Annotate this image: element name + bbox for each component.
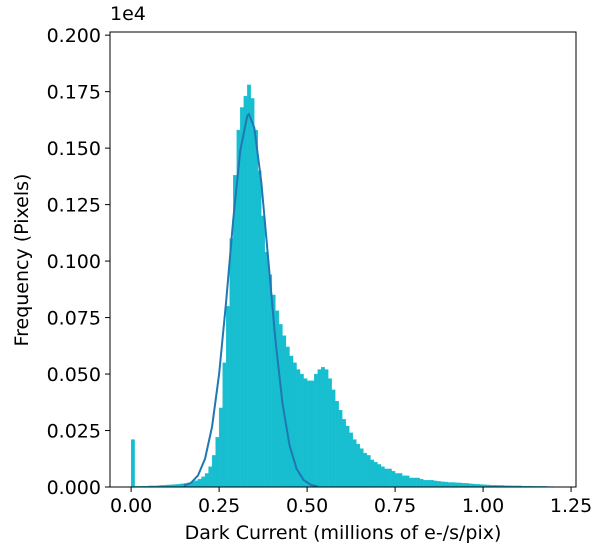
histogram-bar bbox=[356, 443, 361, 488]
histogram-bar bbox=[201, 476, 206, 488]
histogram-bar bbox=[451, 482, 456, 488]
histogram-bar bbox=[197, 478, 202, 488]
histogram-bar bbox=[342, 419, 346, 488]
histogram-bar bbox=[447, 482, 452, 488]
histogram-bar bbox=[398, 473, 403, 488]
histogram-bar bbox=[444, 481, 449, 488]
histogram-bar bbox=[321, 367, 325, 488]
y-tick-label: 0.100 bbox=[47, 251, 101, 273]
histogram-bar bbox=[377, 464, 382, 488]
histogram-bar bbox=[454, 482, 459, 488]
x-tick-label: 0.00 bbox=[110, 495, 152, 517]
histogram-bar bbox=[218, 407, 223, 488]
y-tick-label: 0.050 bbox=[47, 364, 101, 386]
y-offset-label: 1e4 bbox=[110, 3, 146, 25]
y-tick-label: 0.025 bbox=[47, 421, 101, 443]
y-tick-label: 0.000 bbox=[47, 477, 101, 499]
histogram-bar bbox=[387, 468, 392, 488]
histogram-bar bbox=[130, 439, 135, 488]
x-tick-label: 0.75 bbox=[374, 495, 416, 517]
histogram-bar bbox=[306, 380, 311, 488]
histogram-bar bbox=[405, 475, 410, 488]
histogram-bar bbox=[261, 215, 266, 488]
histogram-bar bbox=[331, 389, 336, 488]
histogram-bar bbox=[345, 425, 350, 488]
x-axis-label: Dark Current (millions of e-/s/pix) bbox=[185, 522, 502, 544]
histogram-bar bbox=[204, 473, 209, 488]
histogram-bar bbox=[338, 410, 343, 488]
histogram-bar bbox=[419, 478, 424, 488]
histogram-bar bbox=[370, 459, 375, 488]
histogram-bar bbox=[433, 480, 438, 488]
histogram-bar bbox=[426, 480, 431, 488]
x-tick-label: 1.25 bbox=[550, 495, 592, 517]
histogram-bar bbox=[401, 475, 406, 488]
y-tick-label: 0.150 bbox=[47, 138, 101, 160]
histogram-bar bbox=[208, 466, 213, 488]
histogram-bar bbox=[394, 473, 399, 488]
histogram-bar bbox=[211, 455, 216, 488]
plot-frame bbox=[109, 31, 577, 488]
histogram-bar bbox=[254, 129, 258, 488]
x-tick-label: 0.50 bbox=[286, 495, 328, 517]
histogram-bar bbox=[458, 482, 463, 488]
histogram-bar bbox=[215, 437, 220, 488]
histogram-bar bbox=[430, 480, 434, 488]
y-axis-label: Frequency (Pixels) bbox=[11, 174, 33, 347]
y-tick-label: 0.125 bbox=[47, 195, 101, 217]
histogram-bar bbox=[391, 471, 396, 488]
histogram-bar bbox=[380, 466, 385, 488]
histogram-bar bbox=[461, 483, 466, 488]
histogram-bar bbox=[363, 452, 368, 488]
histogram-bar bbox=[437, 481, 441, 488]
histogram-bar bbox=[328, 378, 332, 488]
histogram-bar bbox=[416, 477, 420, 488]
histogram-bar bbox=[317, 369, 322, 488]
histogram-bar bbox=[225, 306, 230, 488]
histogram-bar bbox=[303, 378, 308, 488]
y-tick-label: 0.200 bbox=[47, 25, 101, 47]
fit-curve bbox=[183, 112, 318, 488]
histogram-bar bbox=[409, 477, 413, 488]
histogram-bar bbox=[352, 439, 357, 488]
histogram-bar bbox=[264, 251, 269, 488]
histogram-bar bbox=[412, 477, 417, 488]
histogram-bar bbox=[324, 369, 329, 488]
histogram-bar bbox=[285, 346, 290, 488]
x-tick-label: 1.00 bbox=[462, 495, 504, 517]
histogram-bar bbox=[240, 107, 244, 488]
histogram-bar bbox=[229, 238, 234, 488]
histogram-bar bbox=[423, 480, 427, 488]
histogram-bar bbox=[243, 96, 248, 488]
x-tick-label: 0.25 bbox=[198, 495, 240, 517]
histogram-bar bbox=[384, 468, 389, 488]
histogram-bar bbox=[440, 481, 445, 488]
histogram-bar bbox=[335, 401, 339, 488]
histogram-bar bbox=[359, 448, 364, 488]
histogram-bar bbox=[289, 355, 294, 488]
histogram-bar bbox=[299, 373, 304, 488]
histogram-bar bbox=[194, 480, 199, 488]
histogram-bar bbox=[465, 483, 470, 488]
histogram-bar bbox=[366, 455, 371, 488]
histogram-bar bbox=[373, 461, 378, 488]
y-tick-label: 0.175 bbox=[47, 82, 101, 104]
histogram-bar bbox=[222, 362, 227, 488]
y-tick-label: 0.075 bbox=[47, 308, 101, 330]
histogram-bar bbox=[310, 380, 315, 488]
histogram-bar bbox=[257, 170, 262, 488]
histogram-bar bbox=[247, 84, 251, 488]
histogram-bar bbox=[349, 432, 354, 488]
histogram-bar bbox=[268, 274, 273, 488]
histogram-bar bbox=[250, 98, 255, 488]
histogram-bar bbox=[313, 373, 318, 488]
